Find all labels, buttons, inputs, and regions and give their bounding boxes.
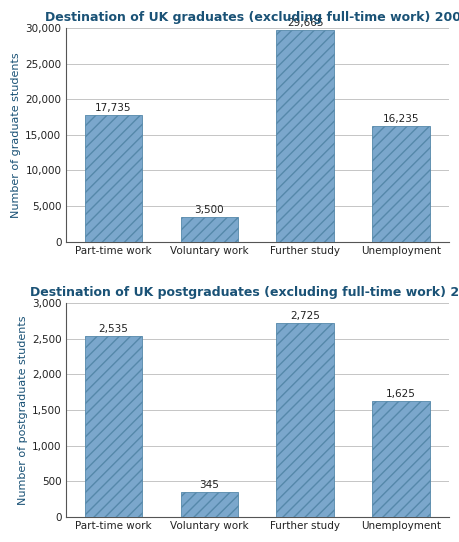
Y-axis label: Number of postgraduate students: Number of postgraduate students	[17, 315, 28, 505]
Bar	[180, 217, 238, 242]
Text: 3,500: 3,500	[194, 204, 224, 215]
Bar	[84, 337, 142, 517]
Text: 29,665: 29,665	[286, 18, 323, 28]
Y-axis label: Number of graduate students: Number of graduate students	[11, 52, 21, 218]
Text: 16,235: 16,235	[382, 114, 418, 124]
Title: Destination of UK graduates (excluding full-time work) 2008: Destination of UK graduates (excluding f…	[45, 11, 459, 24]
Bar	[371, 126, 429, 242]
Bar	[371, 401, 429, 517]
Title: Destination of UK postgraduates (excluding full-time work) 2008: Destination of UK postgraduates (excludi…	[29, 286, 459, 299]
Bar	[276, 323, 333, 517]
Text: 2,725: 2,725	[290, 311, 319, 321]
Bar	[180, 492, 238, 517]
Bar	[276, 30, 333, 242]
Text: 17,735: 17,735	[95, 103, 131, 113]
Text: 2,535: 2,535	[98, 324, 128, 334]
Bar	[84, 115, 142, 242]
Text: 345: 345	[199, 480, 219, 490]
Text: 1,625: 1,625	[385, 389, 415, 399]
